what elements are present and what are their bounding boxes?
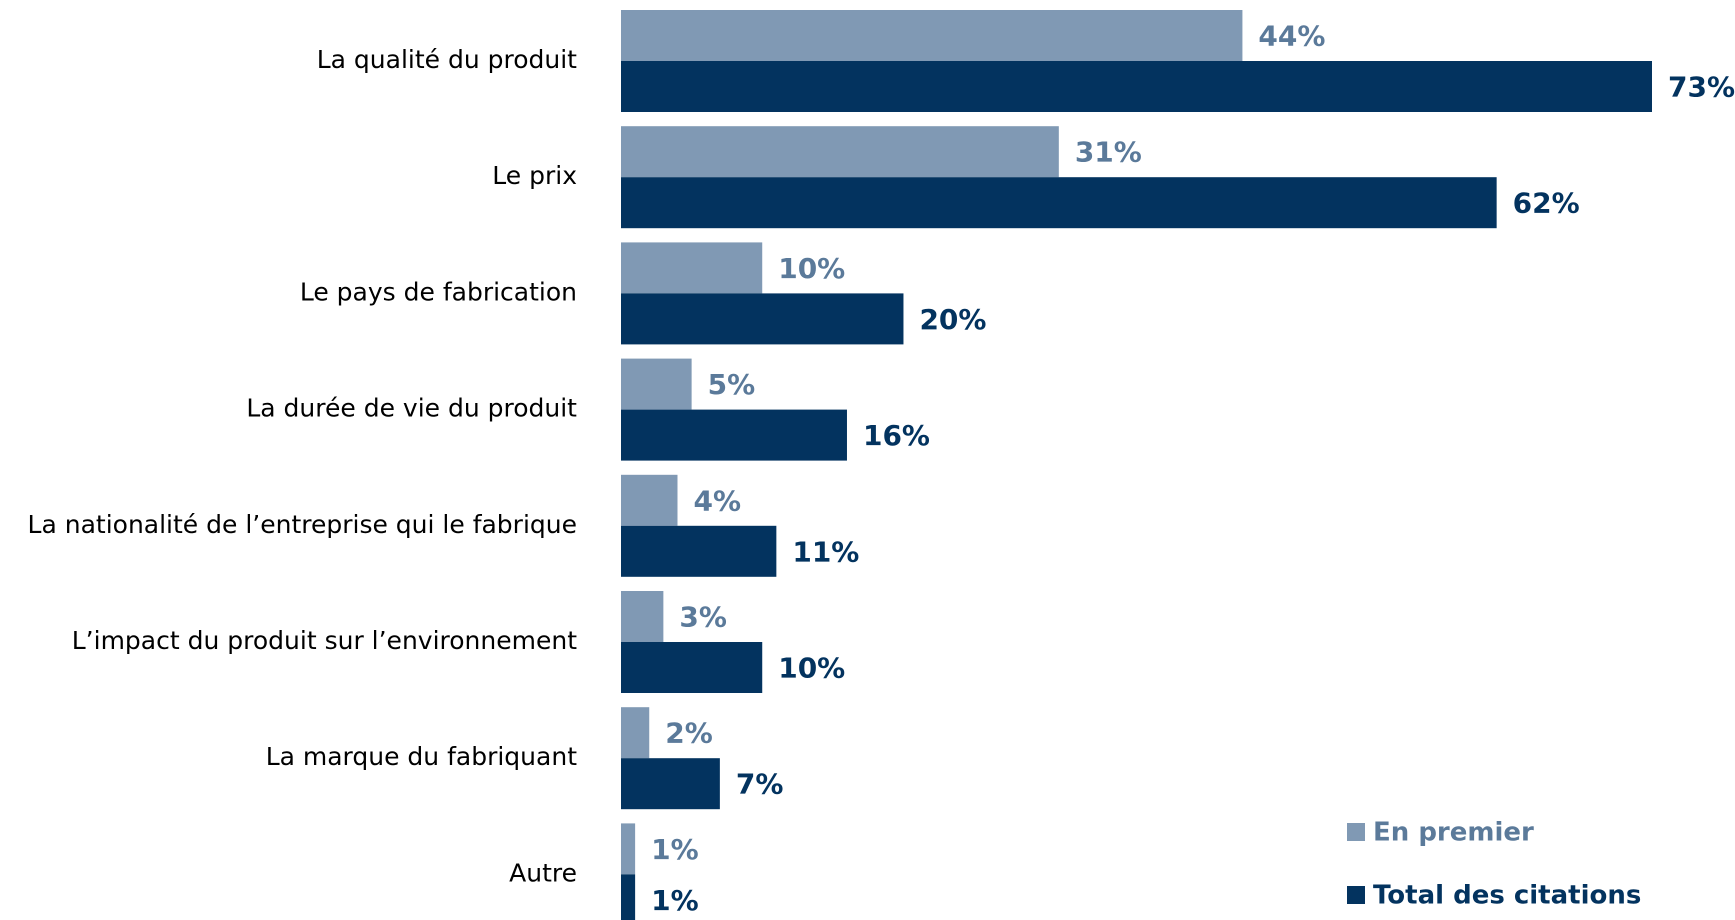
bar (621, 126, 1059, 178)
bar (621, 474, 678, 526)
category-label: Autre (509, 858, 577, 887)
bar (621, 177, 1497, 229)
value-label: 3% (679, 601, 727, 634)
bar (621, 758, 720, 810)
bar (621, 61, 1652, 112)
value-label: 20% (919, 303, 986, 336)
value-label: 7% (736, 768, 784, 801)
value-label: 5% (708, 368, 756, 401)
value-label: 44% (1258, 20, 1325, 53)
bar (621, 242, 763, 294)
bar (621, 525, 777, 577)
value-label: 16% (863, 419, 930, 452)
category-label: La durée de vie du produit (246, 394, 577, 423)
value-label: 73% (1668, 71, 1735, 104)
value-label: 2% (665, 717, 713, 750)
bar (621, 823, 636, 875)
category-label: L’impact du produit sur l’environnement (72, 626, 577, 655)
value-label: 31% (1075, 136, 1142, 169)
value-label: 1% (651, 833, 699, 866)
category-label: La marque du fabriquant (266, 742, 578, 771)
category-label: La nationalité de l’entreprise qui le fa… (28, 510, 577, 539)
value-label: 10% (778, 652, 845, 685)
category-label: Le prix (492, 161, 577, 190)
bar (621, 642, 763, 693)
category-label: Le pays de fabrication (300, 277, 577, 306)
bar (621, 358, 692, 410)
bar (621, 10, 1243, 61)
value-label: 10% (778, 252, 845, 285)
legend-swatch (1347, 823, 1365, 841)
legend-swatch (1347, 886, 1365, 904)
value-label: 4% (693, 484, 741, 517)
legend-label: Total des citations (1373, 881, 1641, 911)
bar (621, 874, 636, 920)
value-label: 1% (651, 884, 699, 917)
legend-label: En premier (1373, 818, 1534, 848)
bar (621, 707, 650, 759)
bar (621, 591, 664, 642)
bar (621, 409, 847, 461)
value-label: 62% (1513, 187, 1580, 220)
value-label: 11% (792, 535, 859, 568)
bar (621, 293, 904, 345)
category-label: La qualité du produit (317, 45, 577, 74)
